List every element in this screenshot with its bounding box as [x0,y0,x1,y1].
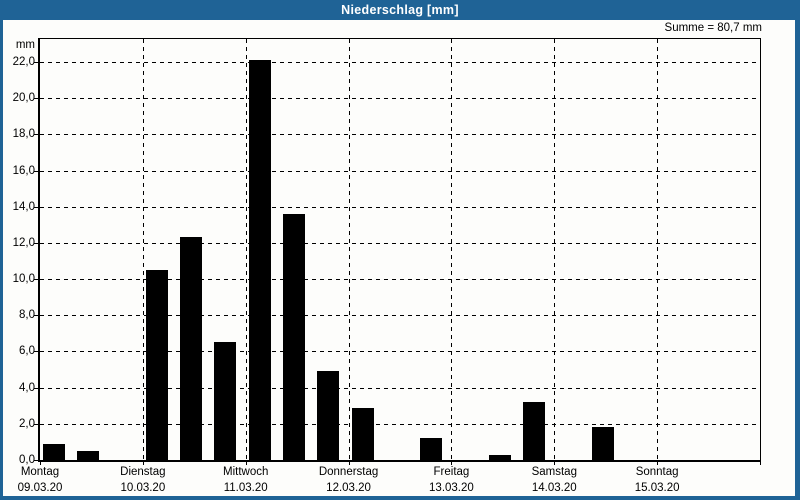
y-axis-tick [34,134,39,136]
day-boundary-line [348,39,350,460]
sum-label: Summe = 80,7 mm [664,22,762,34]
bar [180,237,203,460]
y-tick-label: 12,0 [12,236,35,249]
y-tick-label: 16,0 [12,164,35,177]
x-axis-tick [40,461,41,465]
bar [317,371,340,460]
x-axis-tick [760,461,761,465]
date-label: 09.03.20 [17,482,63,494]
x-axis-tick [142,461,144,465]
y-axis-tick [34,351,39,353]
bar [145,270,168,460]
date-label: 14.03.20 [531,482,577,494]
date-label: 11.03.20 [223,482,268,494]
h-gridline [40,242,760,244]
h-gridline [40,423,760,425]
y-tick-label: 22,0 [12,55,35,68]
y-axis-tick [34,460,39,461]
y-axis-tick [34,279,39,281]
y-tick-label: 4,0 [19,381,35,394]
y-axis-tick [34,387,39,389]
h-gridline [40,98,760,100]
day-label: Freitag [433,466,470,478]
day-label: Mittwoch [223,466,269,478]
x-axis-tick [245,461,247,465]
day-label: Donnerstag [318,466,379,478]
date-label: 12.03.20 [326,482,371,494]
x-axis-tick [451,461,453,465]
y-axis-tick [34,423,39,425]
day-boundary-line [657,39,659,460]
h-gridline [40,134,760,136]
title-bar: Niederschlag [mm] [0,0,800,20]
y-axis-tick [34,170,39,172]
y-tick-label: 0,0 [19,454,35,466]
h-gridline [40,351,760,353]
window-title: Niederschlag [mm] [341,3,459,17]
date-label: 15.03.20 [634,482,680,494]
h-gridline [40,387,760,389]
y-tick-label: 2,0 [19,417,35,430]
day-label: Samstag [531,466,577,478]
bar [214,342,237,460]
y-tick-label: 14,0 [12,200,35,213]
date-label: 13.03.20 [429,482,474,494]
y-axis-tick [34,61,39,63]
y-axis-tick [34,206,39,208]
day-boundary-line [142,39,144,460]
day-boundary-line [554,39,556,460]
h-gridline [40,61,760,63]
y-tick-label: 8,0 [19,309,35,322]
bar [43,443,65,460]
y-axis-tick [34,315,39,317]
bar [77,450,100,460]
day-label: Sonntag [635,466,679,478]
y-tick-label: 20,0 [12,92,35,105]
bar [488,454,511,460]
x-axis-tick [657,461,659,465]
bar [591,427,614,460]
h-gridline [40,170,760,172]
y-tick-label: 10,0 [12,273,35,286]
y-axis-unit-label: mm [15,39,35,51]
y-tick-label: 18,0 [12,128,35,141]
bar [283,213,305,460]
h-gridline [40,315,760,317]
y-axis-tick [34,98,39,100]
h-gridline [40,279,760,281]
x-axis-tick [348,461,350,465]
h-gridline [40,206,760,208]
bar [351,407,374,460]
bar [420,438,443,460]
chart-area: Summe = 80,7 mm mm 0,0 2,0 4,0 6,0 8,0 10,0 12… [3,20,795,496]
bar [248,60,271,460]
x-axis-tick [554,461,556,465]
day-boundary-line [451,39,453,460]
y-tick-label: 6,0 [19,345,35,358]
day-label: Dienstag [120,466,166,478]
bar [523,402,545,460]
y-axis-tick [34,242,39,244]
day-label: Montag [20,466,60,478]
day-boundary-line [245,39,247,460]
date-label: 10.03.20 [120,482,166,494]
